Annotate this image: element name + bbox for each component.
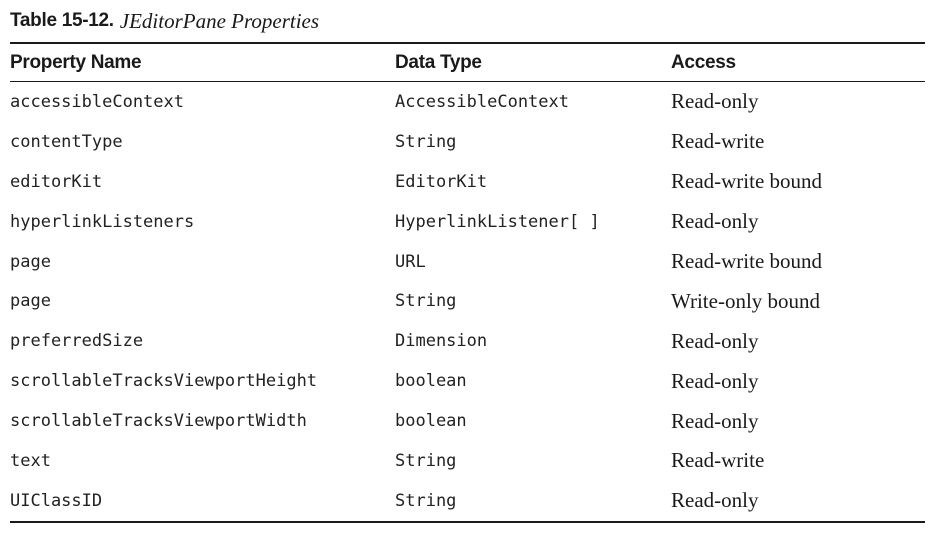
access-cell: Read-write xyxy=(671,448,765,473)
header-rule xyxy=(10,81,925,82)
property-name-cell: text xyxy=(10,450,51,471)
table-row: contentType String Read-write xyxy=(10,122,925,162)
property-name-cell: page xyxy=(10,291,51,312)
table-body: accessibleContext AccessibleContext Read-o… xyxy=(10,82,925,521)
table-row: accessibleContext AccessibleContext Read-o… xyxy=(10,82,925,122)
table-row: hyperlinkListeners HyperlinkListener[ ] Re… xyxy=(10,202,925,242)
access-cell: Write-only bound xyxy=(671,288,821,313)
property-name-cell: scrollableTracksViewportHeight xyxy=(10,371,318,392)
table-row: UIClassID String Read-only xyxy=(10,481,925,521)
data-type-cell: EditorKit xyxy=(395,171,488,192)
table-row: text String Read-write xyxy=(10,441,925,481)
data-type-cell: boolean xyxy=(395,371,467,392)
column-header-access: Access xyxy=(671,51,736,73)
column-header-property-name: Property Name xyxy=(10,51,142,73)
access-cell: Read-write bound xyxy=(671,169,823,194)
property-name-cell: preferredSize xyxy=(10,331,144,352)
access-cell: Read-only xyxy=(671,89,759,114)
top-rule xyxy=(10,42,925,44)
data-type-cell: String xyxy=(395,131,457,152)
data-type-cell: boolean xyxy=(395,411,467,432)
data-type-cell: String xyxy=(395,291,457,312)
table-row: page URL Read-write bound xyxy=(10,242,925,282)
property-name-cell: page xyxy=(10,251,51,272)
properties-table: Table 15-12. JEditorPane Properties Prop… xyxy=(10,0,925,523)
table-title: JEditorPane Properties xyxy=(119,8,320,33)
data-type-cell: URL xyxy=(395,251,426,272)
table-caption: Table 15-12. JEditorPane Properties xyxy=(10,0,925,42)
access-cell: Read-write bound xyxy=(671,249,823,273)
property-name-cell: UIClassID xyxy=(10,490,103,511)
table-row: page String Write-only bound xyxy=(10,281,925,321)
table-row: scrollableTracksViewportWidth boolean Read… xyxy=(10,401,925,441)
data-type-cell: String xyxy=(395,450,457,471)
property-name-cell: accessibleContext xyxy=(10,91,184,112)
access-cell: Read-only xyxy=(671,368,759,393)
data-type-cell: Dimension xyxy=(395,331,488,352)
data-type-cell: AccessibleContext xyxy=(395,91,569,112)
data-type-cell: String xyxy=(395,490,457,511)
access-cell: Read-only xyxy=(671,488,759,513)
data-type-cell: HyperlinkListener[ ] xyxy=(395,211,600,232)
column-header-data-type: Data Type xyxy=(395,51,482,73)
table-row: preferredSize Dimension Read-only xyxy=(10,321,925,361)
table-header-row: Property Name Data Type Access xyxy=(10,44,925,81)
bottom-rule xyxy=(10,520,925,523)
access-cell: Read-only xyxy=(671,209,759,234)
property-name-cell: contentType xyxy=(10,131,123,152)
access-cell: Read-write xyxy=(671,129,765,154)
property-name-cell: scrollableTracksViewportWidth xyxy=(10,411,307,432)
property-name-cell: hyperlinkListeners xyxy=(10,211,195,232)
table-row: scrollableTracksViewportHeight boolean Rea… xyxy=(10,361,925,401)
access-cell: Read-only xyxy=(671,328,759,353)
property-name-cell: editorKit xyxy=(10,171,103,192)
access-cell: Read-only xyxy=(671,408,759,433)
table-number: Table 15-12. xyxy=(10,10,114,31)
table-row: editorKit EditorKit Read-write bound xyxy=(10,162,925,202)
